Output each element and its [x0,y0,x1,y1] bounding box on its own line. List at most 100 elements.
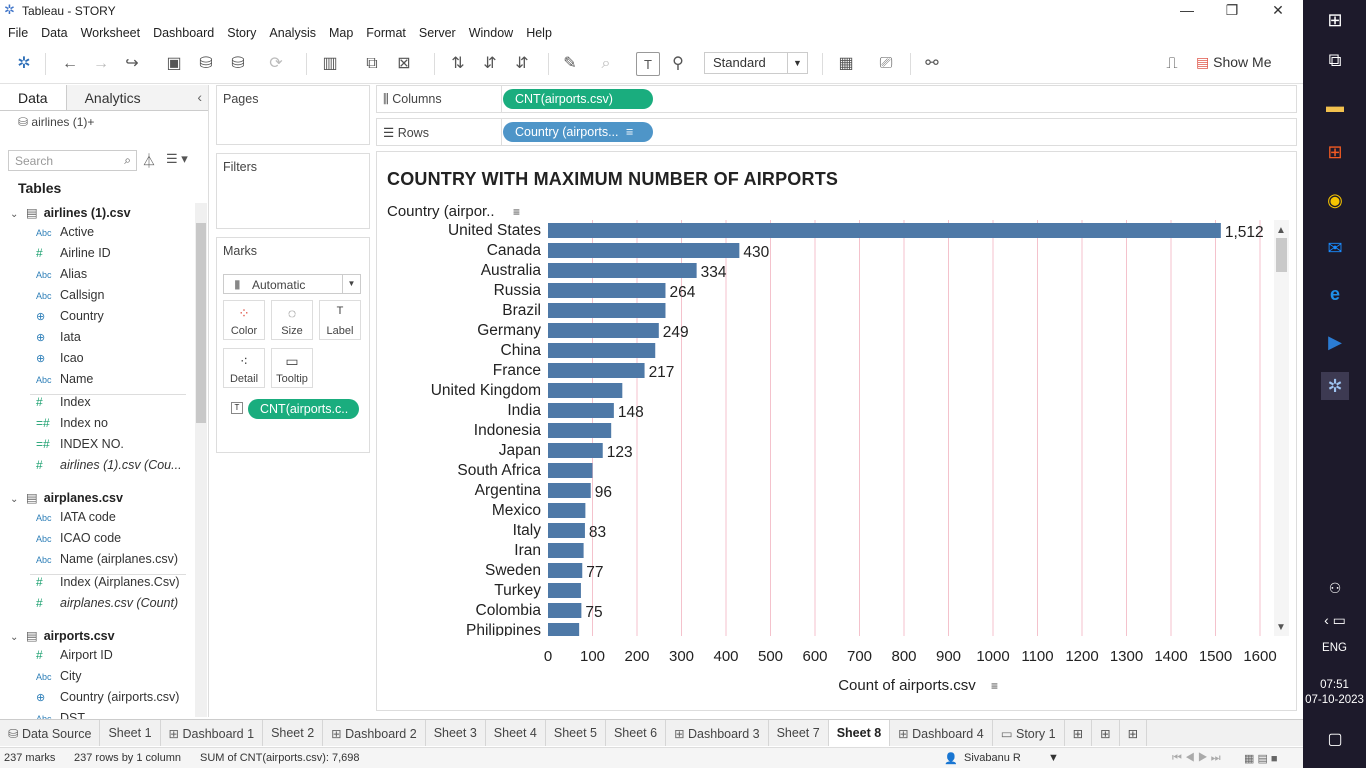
menu-item-map[interactable]: Map [328,26,354,40]
tray-icons[interactable]: ‹ ▭ [1324,612,1346,628]
bar[interactable] [548,303,666,318]
duplicate-sheet-icon[interactable]: ⧉ [366,55,378,72]
sort-ascending-icon[interactable]: ⇵ [483,55,497,72]
view-mode-icons[interactable]: ▦ ▤ ■ [1244,753,1278,765]
bar[interactable] [548,423,612,438]
presentation-mode-icon[interactable]: ⎚ [879,55,893,72]
field-item[interactable]: # Index [36,395,91,409]
new-worksheet-icon[interactable]: ▥ [322,55,338,72]
menu-item-worksheet[interactable]: Worksheet [80,26,141,40]
maximize-button[interactable]: ❐ [1225,2,1239,18]
tableau-home-icon[interactable]: ✲ [17,55,31,72]
collapse-pane-icon[interactable]: ‹ [197,89,202,105]
new-dashboard-tab-icon[interactable]: ⊞ [1092,720,1120,746]
bar[interactable] [548,223,1221,238]
refresh-icon[interactable]: ⟳ [269,55,283,72]
bar[interactable] [548,383,623,398]
show-me-button[interactable]: ▤ Show Me [1196,54,1271,71]
bar-chart[interactable]: Country (airpor.. ≡ United States 1,512 Cana… [377,152,1297,711]
share-icon[interactable]: ⚯ [925,55,939,72]
sheet-tab-dashboard-2[interactable]: ⊞ Dashboard 2 [323,720,426,746]
rows-pill[interactable]: Country (airports... ≡ [503,122,653,142]
language-indicator[interactable]: ENG [1322,642,1347,654]
pane-toggle-icon[interactable]: ⎍ [1166,55,1178,72]
field-item[interactable]: Abc Alias [36,267,87,281]
task-view-icon[interactable]: ⧉ [1328,50,1342,70]
bar[interactable] [548,543,584,558]
bar[interactable] [548,363,645,378]
bar[interactable] [548,503,586,518]
swap-axes-icon[interactable]: ⇅ [451,55,465,72]
field-item[interactable]: # Airline ID [36,246,111,260]
sheet-tab-sheet-5[interactable]: Sheet 5 [546,720,606,746]
sheet-tab-sheet-6[interactable]: Sheet 6 [606,720,667,746]
undo-icon[interactable]: ← [62,55,78,72]
tab-data[interactable]: Data [0,85,67,110]
bar[interactable] [548,403,614,418]
bar[interactable] [548,523,585,538]
menu-item-dashboard[interactable]: Dashboard [153,26,215,40]
minimize-button[interactable]: — [1180,2,1194,18]
highlight-icon[interactable]: ✎ [563,55,577,72]
color-button[interactable]: ⁘ Color [223,300,265,340]
menu-item-help[interactable]: Help [526,26,552,40]
redo-icon[interactable]: → [93,55,109,72]
bar[interactable] [548,443,603,458]
sheet-nav-icons[interactable]: ⏮ ◀ ▶ ⏭ [1172,752,1221,764]
scroll-up-icon[interactable]: ▲ [1276,225,1286,236]
bar[interactable] [548,623,580,638]
field-item[interactable]: # airlines (1).csv (Cou... [36,458,182,472]
bar[interactable] [548,563,583,578]
sheet-tab-sheet-1[interactable]: Sheet 1 [100,720,161,746]
bar[interactable] [548,283,666,298]
cards-toggle-icon[interactable]: ▦ [838,55,854,72]
menu-item-window[interactable]: Window [468,26,514,40]
sheet-tab-story-1[interactable]: ▭ Story 1 [993,720,1065,746]
replay-icon[interactable]: ↪ [125,55,139,72]
save-icon[interactable]: ▣ [166,55,182,72]
tooltip-button[interactable]: ▭ Tooltip [271,348,313,388]
sheet-tab-dashboard-3[interactable]: ⊞ Dashboard 3 [666,720,769,746]
bar[interactable] [548,343,656,358]
menu-item-file[interactable]: File [8,26,29,40]
chrome-icon[interactable]: ◉ [1327,190,1343,210]
expand-chevron-icon[interactable]: ⌄ [10,494,19,505]
field-item[interactable]: =# Index no [36,416,108,430]
filter-icon[interactable]: ⏃ [142,153,156,169]
scroll-down-icon[interactable]: ▼ [1276,622,1286,633]
table-item[interactable]: ⌄ ▤ airplanes.csv [10,490,123,505]
columns-shelf[interactable]: ⫼ Columns CNT(airports.csv) [376,85,1297,113]
label-button[interactable]: T Label [319,300,361,340]
sheet-tab-sheet-8[interactable]: Sheet 8 [828,720,891,746]
field-item[interactable]: Abc Name (airplanes.csv) [36,552,178,566]
sheet-tab-data-source[interactable]: ⛁ Data Source [0,720,101,746]
view-list-icon[interactable]: ☰ ▾ [166,151,188,166]
menu-item-analysis[interactable]: Analysis [269,26,316,40]
datasource-item[interactable]: ⛁ airlines (1)+ [18,115,94,129]
visualization-area[interactable]: COUNTRY WITH MAXIMUM NUMBER OF AIRPORTS … [376,151,1297,711]
tableau-taskbar-icon[interactable]: ✲ [1321,372,1349,400]
new-datasource-icon[interactable]: ⛁ [199,55,213,72]
fix-axes-icon[interactable]: ⚲ [672,55,684,72]
status-user[interactable]: Sivabanu R [964,752,1021,764]
pages-card[interactable]: Pages [216,85,370,145]
edge-icon[interactable]: e [1329,284,1340,304]
menu-item-format[interactable]: Format [366,26,406,40]
detail-button[interactable]: ⁖ Detail [223,348,265,388]
expand-chevron-icon[interactable]: ⌄ [10,632,19,643]
sheet-tab-dashboard-1[interactable]: ⊞ Dashboard 1 [161,720,264,746]
columns-pill[interactable]: CNT(airports.csv) [503,89,653,109]
field-item[interactable]: Abc Name [36,372,93,386]
marks-type-select[interactable]: ▮ Automatic ▼ [223,274,361,294]
new-story-tab-icon[interactable]: ⊞ [1120,720,1148,746]
sort-icon[interactable]: ≡ [991,679,998,693]
field-list-scrollbar[interactable] [195,203,207,717]
marks-label-pill[interactable]: CNT(airports.c.. [248,399,359,419]
field-item[interactable]: =# INDEX NO. [36,437,124,451]
chart-scrollbar-thumb[interactable] [1276,238,1287,272]
file-explorer-icon[interactable]: ▬ [1326,96,1344,116]
pause-updates-icon[interactable]: ⛁ [231,55,245,72]
menu-item-server[interactable]: Server [418,26,456,40]
field-item[interactable]: # Index (Airplanes.Csv) [36,575,180,589]
field-item[interactable]: ⊕ Iata [36,330,81,344]
